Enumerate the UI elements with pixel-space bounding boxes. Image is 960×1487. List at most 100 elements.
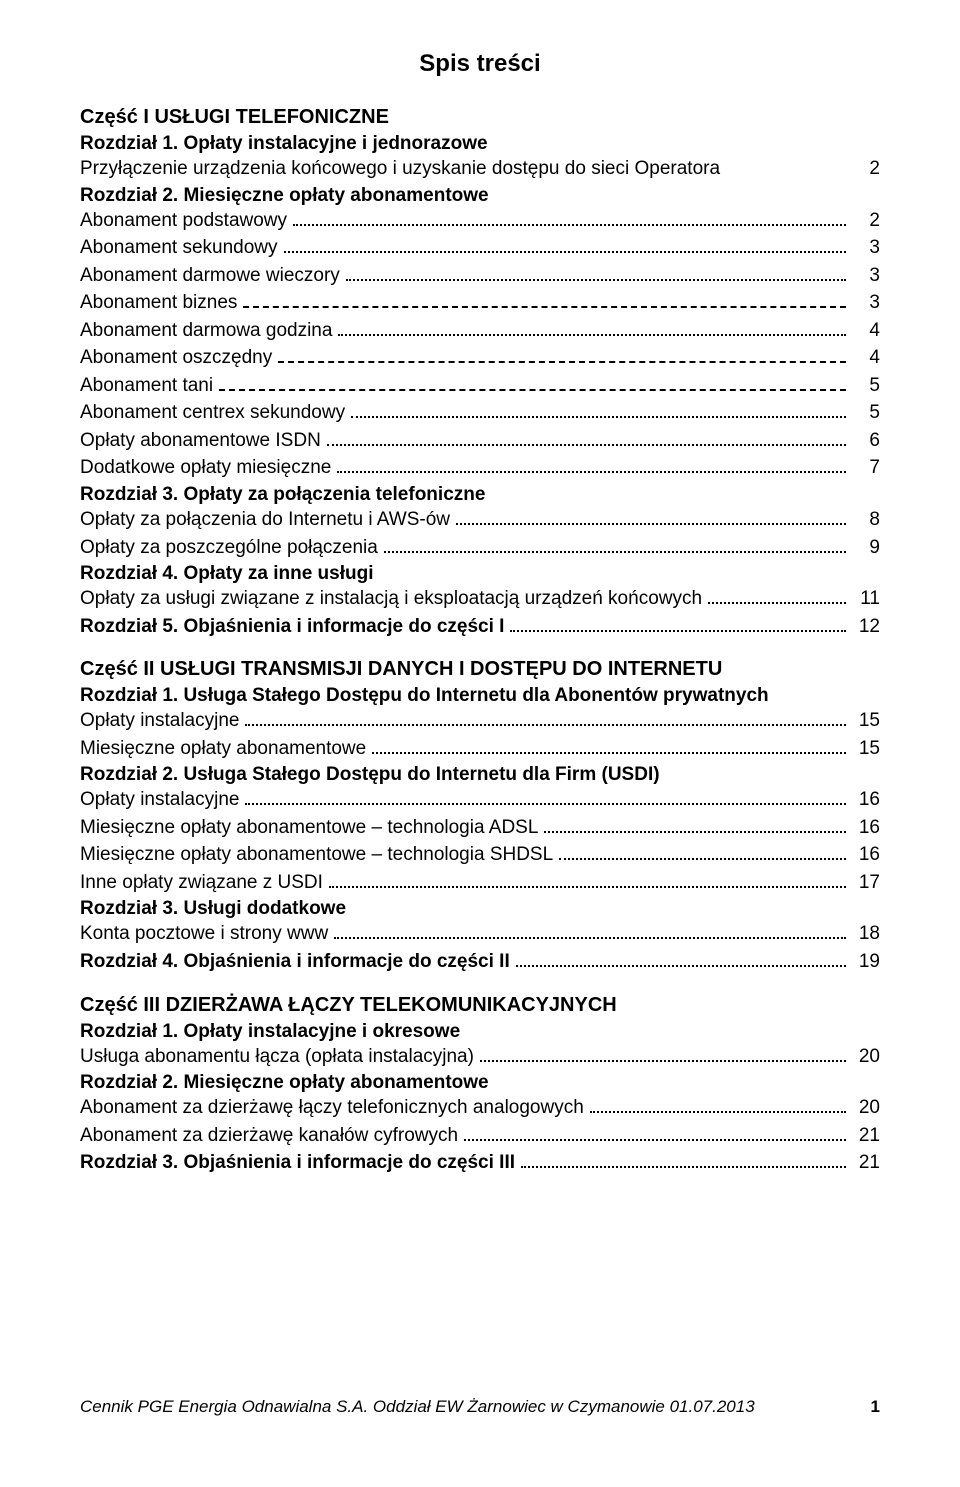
toc-entry-label: Opłaty instalacyjne xyxy=(80,707,239,735)
toc-entry-label: Opłaty za poszczególne połączenia xyxy=(80,534,378,562)
footer-page-number: 1 xyxy=(871,1397,880,1417)
toc-chapter-heading: Rozdział 1. Usługa Stałego Dostępu do In… xyxy=(80,685,880,707)
toc-entry: Rozdział 3. Objaśnienia i informacje do … xyxy=(80,1149,880,1177)
toc-leader xyxy=(245,724,846,726)
toc-leader xyxy=(708,602,846,604)
toc-entry-label: Opłaty instalacyjne xyxy=(80,786,239,814)
toc-leader xyxy=(329,886,846,888)
toc-part-heading: Część II USŁUGI TRANSMISJI DANYCH I DOST… xyxy=(80,658,880,681)
toc-page-number: 15 xyxy=(852,735,880,763)
page-footer: Cennik PGE Energia Odnawialna S.A. Oddzi… xyxy=(80,1397,880,1417)
toc-entry-label: Opłaty za połączenia do Internetu i AWS-… xyxy=(80,506,450,534)
toc-entry-label: Abonament za dzierżawę kanałów cyfrowych xyxy=(80,1122,458,1150)
toc-entry: Konta pocztowe i strony www 18 xyxy=(80,920,880,948)
toc-page-number: 20 xyxy=(852,1094,880,1122)
toc-leader xyxy=(351,416,846,418)
toc-entry: Opłaty instalacyjne 16 xyxy=(80,786,880,814)
toc-entry: Abonament za dzierżawę łączy telefoniczn… xyxy=(80,1094,880,1122)
toc-leader xyxy=(293,224,846,226)
toc-entry: Rozdział 4. Objaśnienia i informacje do … xyxy=(80,948,880,976)
toc-entry-label: Miesięczne opłaty abonamentowe xyxy=(80,735,366,763)
toc-entry-label: Inne opłaty związane z USDI xyxy=(80,869,323,897)
toc-leader xyxy=(464,1139,846,1141)
toc-chapter-heading: Rozdział 5. Objaśnienia i informacje do … xyxy=(80,613,504,641)
toc-page-number: 8 xyxy=(852,506,880,534)
toc-chapter-heading: Rozdział 2. Miesięczne opłaty abonamento… xyxy=(80,185,880,207)
toc-leader xyxy=(480,1060,846,1062)
toc-leader xyxy=(278,361,846,363)
toc-leader xyxy=(559,858,846,860)
toc-page-number: 6 xyxy=(852,427,880,455)
toc-leader xyxy=(219,389,846,391)
toc-page-number: 21 xyxy=(852,1149,880,1177)
toc-leader xyxy=(372,752,846,754)
toc-entry-label: Abonament podstawowy xyxy=(80,207,287,235)
toc-page-number: 20 xyxy=(852,1043,880,1071)
toc-entry: Opłaty abonamentowe ISDN6 xyxy=(80,427,880,455)
toc-entry-label: Dodatkowe opłaty miesięczne xyxy=(80,454,331,482)
toc-chapter-heading: Rozdział 4. Opłaty za inne usługi xyxy=(80,563,880,585)
toc-page-number: 16 xyxy=(852,814,880,842)
toc-chapter-heading: Rozdział 2. Usługa Stałego Dostępu do In… xyxy=(80,764,880,786)
toc-entry-label: Opłaty za usługi związane z instalacją i… xyxy=(80,585,702,613)
toc-entry: Miesięczne opłaty abonamentowe – technol… xyxy=(80,814,880,842)
toc-entry: Abonament tani5 xyxy=(80,372,880,400)
toc-chapter-heading: Rozdział 1. Opłaty instalacyjne i jednor… xyxy=(80,133,880,155)
toc-leader xyxy=(510,630,846,632)
toc-entry-label: Przyłączenie urządzenia końcowego i uzys… xyxy=(80,155,720,183)
toc-entry: Miesięczne opłaty abonamentowe 15 xyxy=(80,735,880,763)
toc-entry-label: Abonament centrex sekundowy xyxy=(80,399,345,427)
toc-page-number: 3 xyxy=(852,262,880,290)
toc-page-number: 15 xyxy=(852,707,880,735)
page-title: Spis treści xyxy=(80,50,880,78)
toc-page-number: 16 xyxy=(852,841,880,869)
toc-leader xyxy=(284,251,846,253)
toc-leader xyxy=(521,1166,846,1168)
toc-entry: Abonament sekundowy 3 xyxy=(80,234,880,262)
toc-chapter-heading: Rozdział 2. Miesięczne opłaty abonamento… xyxy=(80,1072,880,1094)
toc-page-number: 3 xyxy=(852,234,880,262)
toc-entry: Abonament za dzierżawę kanałów cyfrowych… xyxy=(80,1122,880,1150)
toc-page-number: 3 xyxy=(852,289,880,317)
toc-leader xyxy=(245,803,846,805)
toc-page-number: 18 xyxy=(852,920,880,948)
toc-leader xyxy=(346,279,846,281)
toc-entry: Abonament centrex sekundowy 5 xyxy=(80,399,880,427)
toc-entry: Inne opłaty związane z USDI17 xyxy=(80,869,880,897)
toc-entry-label: Abonament sekundowy xyxy=(80,234,278,262)
toc-leader xyxy=(590,1111,846,1113)
toc-entry: Opłaty za poszczególne połączenia 9 xyxy=(80,534,880,562)
toc-chapter-heading: Rozdział 3. Objaśnienia i informacje do … xyxy=(80,1149,515,1177)
toc-leader xyxy=(384,551,846,553)
toc-leader xyxy=(338,334,846,336)
toc-page-number: 16 xyxy=(852,786,880,814)
toc-leader xyxy=(516,965,846,967)
toc-leader xyxy=(456,523,846,525)
toc-entry: Miesięczne opłaty abonamentowe – technol… xyxy=(80,841,880,869)
toc-page-number: 19 xyxy=(852,948,880,976)
toc-entry-label: Abonament biznes xyxy=(80,289,237,317)
toc-page-number: 7 xyxy=(852,454,880,482)
toc-entry-label: Abonament tani xyxy=(80,372,213,400)
toc-entry-label: Konta pocztowe i strony www xyxy=(80,920,328,948)
table-of-contents: Część I USŁUGI TELEFONICZNERozdział 1. O… xyxy=(80,106,880,1177)
toc-entry-label: Abonament oszczędny xyxy=(80,344,272,372)
toc-entry: Opłaty instalacyjne 15 xyxy=(80,707,880,735)
toc-entry-label: Abonament darmowe wieczory xyxy=(80,262,340,290)
toc-page-number: 5 xyxy=(852,399,880,427)
toc-page-number: 11 xyxy=(852,585,880,613)
toc-page-number: 21 xyxy=(852,1122,880,1150)
toc-entry: Abonament podstawowy2 xyxy=(80,207,880,235)
toc-entry: Opłaty za usługi związane z instalacją i… xyxy=(80,585,880,613)
toc-leader xyxy=(327,444,846,446)
toc-entry: Przyłączenie urządzenia końcowego i uzys… xyxy=(80,155,880,183)
toc-entry-label: Usługa abonamentu łącza (opłata instalac… xyxy=(80,1043,474,1071)
toc-leader xyxy=(337,471,846,473)
toc-page-number: 4 xyxy=(852,317,880,345)
toc-page-number: 9 xyxy=(852,534,880,562)
toc-chapter-heading: Rozdział 4. Objaśnienia i informacje do … xyxy=(80,948,510,976)
toc-page-number: 2 xyxy=(852,155,880,183)
toc-entry-label: Abonament darmowa godzina xyxy=(80,317,332,345)
toc-entry: Dodatkowe opłaty miesięczne 7 xyxy=(80,454,880,482)
toc-page-number: 12 xyxy=(852,613,880,641)
